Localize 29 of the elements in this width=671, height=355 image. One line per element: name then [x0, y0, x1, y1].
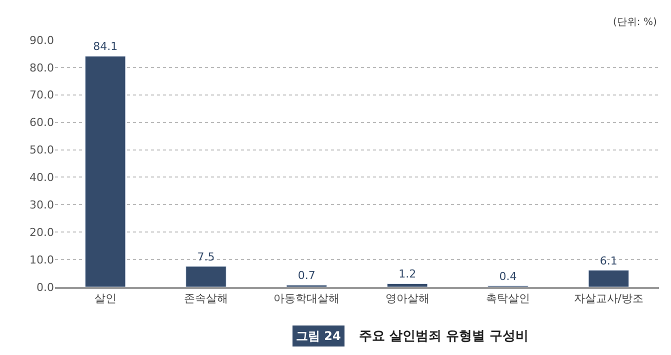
y-tick-label: 0.0 — [36, 280, 54, 294]
y-tick-label: 30.0 — [30, 198, 54, 212]
text: (단위: %) — [613, 17, 657, 28]
data-label: 7.5 — [197, 250, 215, 264]
y-tick-label: 70.0 — [30, 88, 54, 102]
y-tick-label: 10.0 — [30, 253, 54, 266]
bar — [186, 266, 226, 287]
data-label: 84.1 — [93, 40, 118, 54]
data-label: 6.1 — [600, 254, 618, 268]
x-tick-label: 아동학대살해 — [274, 292, 340, 305]
y-tick-label: 80.0 — [30, 61, 54, 74]
text: 주요 살인범죄 유형별 구성비 — [359, 329, 529, 344]
y-tick-label: 50.0 — [30, 144, 54, 157]
data-label: 0.7 — [298, 269, 316, 282]
y-tick-label: 90.0 — [30, 34, 54, 47]
x-tick-label: 존속살해 — [184, 292, 228, 305]
bar — [588, 270, 630, 287]
y-tick-label: 20.0 — [30, 226, 54, 239]
x-tick-label: 자살교사/방조 — [574, 292, 644, 305]
x-tick-label: 영아살해 — [385, 292, 430, 305]
caption: 그림 24 — [296, 329, 341, 343]
x-tick-label: 촉탁살인 — [486, 292, 530, 305]
data-label: 1.2 — [398, 268, 416, 281]
y-tick-label: 40.0 — [30, 171, 54, 184]
x-tick-label: 살인 — [94, 292, 116, 305]
bar — [84, 56, 126, 287]
bar — [386, 283, 428, 287]
data-label: 0.4 — [499, 270, 517, 283]
y-tick-label: 60.0 — [30, 116, 54, 130]
